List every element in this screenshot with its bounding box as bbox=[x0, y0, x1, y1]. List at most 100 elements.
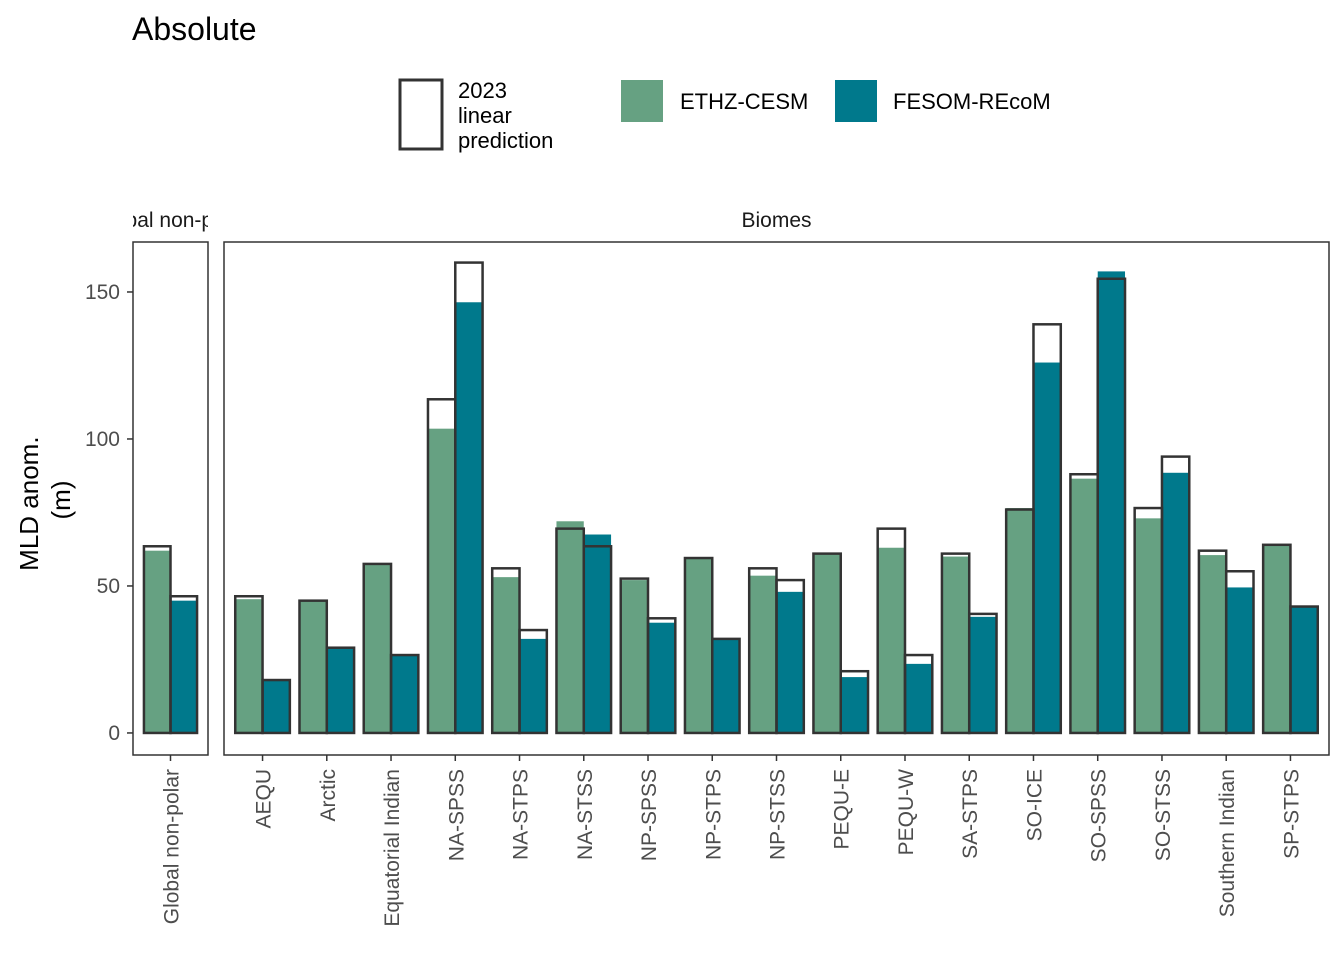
x-tick-label: NA-SPSS bbox=[445, 769, 468, 861]
chart-title: Absolute bbox=[132, 11, 257, 47]
prediction-bar bbox=[1160, 455, 1191, 735]
bar bbox=[1198, 555, 1227, 733]
bar bbox=[620, 580, 649, 733]
prediction-bar bbox=[582, 545, 613, 735]
prediction-outlines bbox=[142, 545, 199, 735]
bar bbox=[262, 680, 290, 733]
bar bbox=[749, 575, 777, 733]
prediction-bar bbox=[812, 552, 842, 735]
prediction-bar bbox=[646, 617, 677, 735]
prediction-outlines bbox=[233, 261, 1320, 735]
bar bbox=[684, 558, 713, 733]
prediction-bar bbox=[839, 669, 870, 735]
prediction-bar bbox=[169, 594, 199, 735]
legend: 2023 linear prediction ETHZ-CESM FESOM-R… bbox=[398, 78, 1051, 153]
prediction-bar bbox=[1096, 277, 1127, 735]
prediction-bar bbox=[518, 628, 549, 735]
panel-1: Global non-polar Global non-polar bbox=[93, 209, 248, 924]
bar bbox=[1006, 508, 1034, 733]
x-tick-label: PEQU-E bbox=[831, 769, 854, 850]
prediction-bar bbox=[325, 646, 356, 735]
bar bbox=[969, 616, 997, 733]
x-tick-label: PEQU-W bbox=[895, 769, 918, 856]
prediction-bar bbox=[1032, 323, 1063, 735]
bar bbox=[904, 663, 933, 733]
bar bbox=[1226, 587, 1254, 733]
legend-label-prediction-line-2: linear bbox=[458, 103, 512, 128]
legend-label-ethz-cesm: ETHZ-CESM bbox=[680, 89, 808, 114]
bar bbox=[143, 550, 171, 733]
prediction-bar bbox=[454, 261, 484, 735]
y-tick-label: 0 bbox=[108, 722, 120, 745]
bar bbox=[363, 563, 392, 733]
bar bbox=[877, 547, 905, 733]
bar bbox=[326, 647, 355, 733]
bar bbox=[840, 677, 869, 733]
y-axis-label-line-2: (m) bbox=[46, 481, 76, 520]
prediction-bar bbox=[362, 562, 393, 735]
y-tick-label: 50 bbox=[97, 575, 120, 598]
bar bbox=[1161, 472, 1190, 733]
x-tick-label: SO-STSS bbox=[1152, 769, 1175, 861]
prediction-bar bbox=[903, 653, 934, 735]
x-tick-label: AEQU bbox=[253, 769, 276, 829]
prediction-bar bbox=[261, 678, 292, 735]
bar bbox=[170, 600, 198, 733]
legend-label-prediction-line-1: 2023 bbox=[458, 78, 507, 103]
x-tick-label: NP-STPS bbox=[702, 769, 725, 860]
bar bbox=[391, 655, 419, 733]
y-axis: 0 50 100 150 bbox=[85, 281, 133, 745]
bar bbox=[1263, 544, 1291, 733]
bar bbox=[1033, 362, 1061, 733]
y-axis-label: MLD anom. (m) bbox=[14, 429, 76, 571]
bars bbox=[143, 550, 198, 733]
bar bbox=[299, 600, 327, 733]
bar bbox=[941, 556, 970, 733]
legend-key-prediction bbox=[398, 78, 444, 151]
legend-key-ethz-cesm bbox=[621, 80, 663, 122]
bar bbox=[556, 521, 584, 733]
panel-strip-label: Biomes bbox=[741, 209, 811, 232]
y-tick-label: 150 bbox=[85, 281, 120, 304]
bar bbox=[1097, 271, 1126, 733]
y-tick-label: 100 bbox=[85, 428, 120, 451]
prediction-bar bbox=[1289, 605, 1320, 735]
bar bbox=[776, 591, 804, 733]
x-tick-label: NA-STPS bbox=[510, 769, 533, 860]
bars bbox=[235, 271, 1318, 733]
legend-label-prediction-line-3: prediction bbox=[458, 128, 553, 153]
bar bbox=[1290, 606, 1318, 733]
bar bbox=[1134, 518, 1162, 733]
x-tick-label: Southern Indian bbox=[1216, 769, 1239, 917]
bar bbox=[712, 638, 740, 733]
y-axis-label-line-1: MLD anom. bbox=[14, 436, 44, 570]
panel-border bbox=[132, 241, 209, 756]
prediction-bar bbox=[711, 637, 741, 735]
bar bbox=[648, 622, 676, 733]
x-tick-label: SO-ICE bbox=[1023, 769, 1046, 841]
x-tick-label: NP-STSS bbox=[767, 769, 790, 860]
panel-strip-label: Global non-polar bbox=[93, 209, 248, 232]
bar bbox=[583, 534, 612, 733]
prediction-bar bbox=[775, 578, 806, 735]
x-tick-label: SA-STPS bbox=[959, 769, 982, 859]
bar bbox=[492, 577, 520, 733]
legend-label-prediction: 2023 linear prediction bbox=[458, 78, 553, 153]
prediction-bar bbox=[876, 527, 907, 735]
panel-2: Biomes AEQU Arctic Equatorial Indian NA-SPSS… bbox=[223, 209, 1330, 927]
prediction-bar bbox=[233, 594, 264, 735]
x-tick-label: SO-SPSS bbox=[1088, 769, 1111, 862]
legend-label-fesom-recom: FESOM-REcoM bbox=[893, 89, 1051, 114]
bar bbox=[1070, 478, 1098, 733]
x-tick-label: Arctic bbox=[317, 769, 340, 822]
bar bbox=[427, 428, 456, 733]
bar bbox=[455, 302, 483, 733]
prediction-bar bbox=[967, 612, 998, 735]
bar bbox=[813, 553, 841, 733]
bar bbox=[235, 599, 263, 733]
panel-border bbox=[223, 241, 1330, 756]
legend-key-fesom-recom bbox=[835, 80, 877, 122]
bar bbox=[519, 638, 547, 733]
